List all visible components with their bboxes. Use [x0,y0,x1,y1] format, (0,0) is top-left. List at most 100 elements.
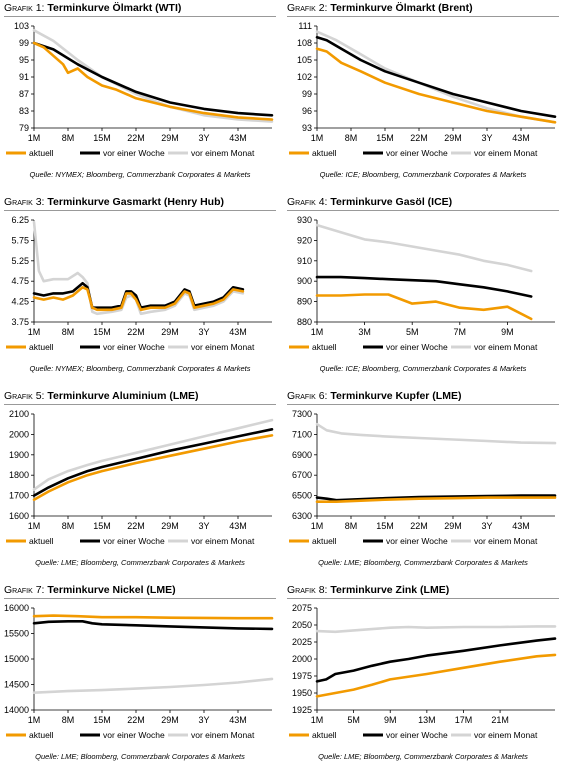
series-line-woche [32,619,274,631]
x-tick-label: 8M [62,521,75,531]
x-tick-label: 15M [93,715,111,725]
y-tick-label: 2075 [292,603,312,613]
x-tick-label: 43M [229,133,247,143]
x-tick-label: 5M [406,327,419,337]
y-tick-label: 2000 [9,429,29,439]
chart-source: Quelle: LME; Bloomberg, Commerzbank Corp… [35,752,245,761]
y-tick-label: 16000 [4,603,29,613]
x-tick-label: 3Y [198,327,209,337]
y-tick-label: 1950 [292,688,312,698]
y-tick-label: 93 [302,123,312,133]
title-divider [4,16,276,17]
x-tick-label: 21M [491,715,509,725]
y-tick-label: 103 [14,21,29,31]
x-tick-label: 8M [345,133,358,143]
chart-panel-nickel: Grafik 7: Terminkurve Nickel (LME) 16000… [4,584,276,774]
y-tick-label: 14500 [4,680,29,690]
series-line-woche [315,494,557,502]
y-tick-label: 1700 [9,491,29,501]
legend-label-monat: vor einem Monat [474,342,538,352]
title-divider [287,210,559,211]
x-tick-label: 13M [418,715,436,725]
chart-title: Grafik 2: Terminkurve Ölmarkt (Brent) [287,2,473,14]
y-tick-label: 890 [297,297,312,307]
y-tick-label: 79 [19,123,29,133]
legend-label-woche: vor einer Woche [103,536,165,546]
y-tick-label: 15500 [4,629,29,639]
x-tick-label: 29M [444,133,462,143]
legend-label-monat: vor einem Monat [191,342,255,352]
x-tick-label: 1M [28,327,41,337]
series-line-aktuell [32,41,274,121]
chart-title: Grafik 7: Terminkurve Nickel (LME) [4,584,176,596]
series-line-monat [32,29,274,123]
chart-panel-gasoil: Grafik 4: Terminkurve Gasöl (ICE) 930 920… [287,196,559,386]
x-tick-label: 22M [410,521,428,531]
legend-label-monat: vor einem Monat [191,148,255,158]
title-divider [4,404,276,405]
y-tick-label: 91 [19,72,29,82]
series-line-aktuell [32,286,245,312]
y-tick-label: 1975 [292,671,312,681]
x-tick-label: 9M [384,715,397,725]
y-tick-label: 6.25 [11,215,29,225]
x-tick-label: 22M [127,133,145,143]
legend-label-woche: vor einer Woche [386,342,448,352]
y-tick-label: 1600 [9,511,29,521]
x-tick-label: 8M [62,715,75,725]
x-tick-label: 43M [229,521,247,531]
x-tick-label: 1M [28,133,41,143]
chart-panel-aluminium: Grafik 5: Terminkurve Aluminium (LME) 21… [4,390,276,580]
legend-label-monat: vor einem Monat [191,730,255,740]
chart-panel-henry-hub: Grafik 3: Terminkurve Gasmarkt (Henry Hu… [4,196,276,386]
legend-label-woche: vor einer Woche [386,148,448,158]
legend-label-woche: vor einer Woche [386,536,448,546]
x-tick-label: 29M [161,133,179,143]
chart-source: Quelle: NYMEX; Bloomberg, Commerzbank Co… [29,170,251,179]
y-tick-label: 15000 [4,654,29,664]
x-tick-label: 7M [454,327,467,337]
series-line-woche [32,427,274,497]
title-divider [287,16,559,17]
y-tick-label: 99 [19,38,29,48]
chart-panel-brent: Grafik 2: Terminkurve Ölmarkt (Brent) 11… [287,2,559,192]
legend-label-monat: vor einem Monat [191,536,255,546]
y-tick-label: 105 [297,55,312,65]
x-tick-label: 8M [62,133,75,143]
y-tick-label: 2000 [292,654,312,664]
x-tick-label: 22M [410,133,428,143]
legend-label-aktuell: aktuell [29,536,54,546]
x-tick-label: 29M [161,521,179,531]
x-tick-label: 43M [512,521,530,531]
y-tick-label: 6700 [292,470,312,480]
chart-source: Quelle: LME; Bloomberg, Commerzbank Corp… [318,558,528,567]
y-tick-label: 95 [19,55,29,65]
legend-label-aktuell: aktuell [29,730,54,740]
chart-source: Quelle: NYMEX; Bloomberg, Commerzbank Co… [29,364,251,373]
x-tick-label: 15M [376,133,394,143]
legend-label-woche: vor einer Woche [103,148,165,158]
x-tick-label: 1M [311,521,324,531]
x-tick-label: 3Y [198,521,209,531]
legend-label-monat: vor einem Monat [474,536,538,546]
y-tick-label: 4.25 [11,297,29,307]
chart-title: Grafik 4: Terminkurve Gasöl (ICE) [287,196,453,208]
y-tick-label: 99 [302,89,312,99]
x-tick-label: 3Y [481,133,492,143]
legend-label-woche: vor einer Woche [386,730,448,740]
x-tick-label: 29M [444,521,462,531]
y-tick-label: 1925 [292,705,312,715]
x-tick-label: 1M [311,715,324,725]
y-tick-label: 108 [297,38,312,48]
chart-panel-zink: Grafik 8: Terminkurve Zink (LME) 2075 205… [287,584,559,774]
series-line-monat [315,30,557,124]
y-tick-label: 880 [297,317,312,327]
series-line-aktuell [315,496,557,503]
x-tick-label: 3Y [198,133,209,143]
x-tick-label: 43M [229,715,247,725]
x-tick-label: 17M [455,715,473,725]
x-tick-label: 1M [311,133,324,143]
